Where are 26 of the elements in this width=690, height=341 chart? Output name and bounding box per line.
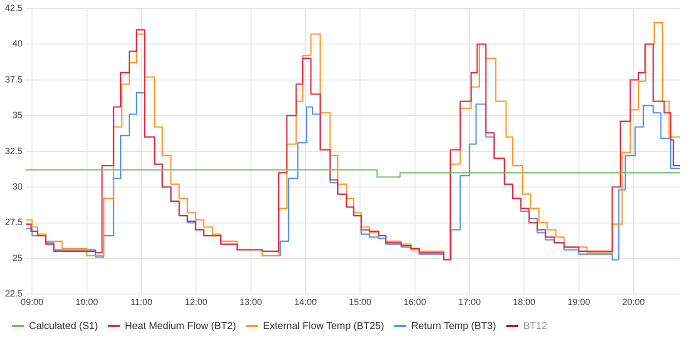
x-tick-label: 15:00 xyxy=(348,297,372,308)
x-tick-label: 17:00 xyxy=(458,297,481,308)
x-tick-label: 16:00 xyxy=(404,297,426,308)
x-tick-label: 20:00 xyxy=(622,297,645,308)
legend-label: External Flow Temp (BT25) xyxy=(263,320,384,332)
x-tick-label: 12:00 xyxy=(184,297,208,308)
legend-label: Heat Medium Flow (BT2) xyxy=(124,320,236,332)
legend-label: BT12 xyxy=(523,320,548,332)
legend-label: Calculated (S1) xyxy=(29,320,98,332)
y-tick-label: 35 xyxy=(12,110,23,120)
y-tick-label: 27.5 xyxy=(4,217,23,228)
x-tick-label: 13:00 xyxy=(240,297,262,308)
legend-label: Return Temp (BT3) xyxy=(411,320,496,332)
y-tick-label: 22.5 xyxy=(4,288,23,299)
y-tick-label: 32.5 xyxy=(4,146,23,156)
y-tick-label: 42.5 xyxy=(4,2,23,13)
x-tick-label: 09:00 xyxy=(20,297,44,308)
x-tick-label: 14:00 xyxy=(294,297,317,308)
y-tick-label: 40 xyxy=(12,38,23,49)
y-tick-label: 30 xyxy=(12,182,23,192)
x-tick-label: 10:00 xyxy=(75,297,98,308)
y-tick-label: 37.5 xyxy=(4,74,23,84)
x-tick-label: 18:00 xyxy=(512,297,536,308)
x-tick-label: 11:00 xyxy=(130,297,152,308)
x-tick-label: 19:00 xyxy=(568,297,590,308)
y-tick-label: 25 xyxy=(12,252,23,263)
